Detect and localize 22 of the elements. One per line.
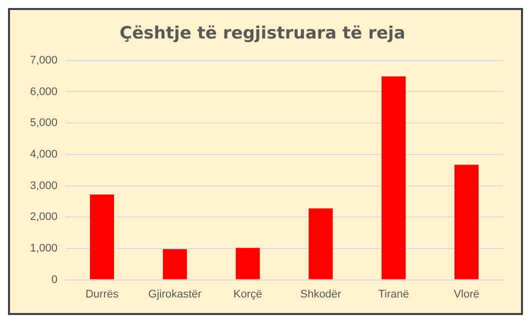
y-tick-label: 1,000 [30,242,58,254]
chart-frame: Çështje të regjistruara të reja Durrës Gjirokastër Korçë Shkodër Tiranë Vlorë 0 1,000 2,000 3,000 4,000 5,000 6,000 7,000 [8,8,523,315]
y-tick-label: 4,000 [30,148,58,160]
y-tick-label: 0 [51,274,58,286]
chart-title: Çështje të regjistruara të reja [120,24,406,44]
bar [454,164,479,280]
y-tick-label: 6,000 [30,86,58,98]
y-tick-label: 7,000 [30,54,58,66]
bar [308,208,333,280]
x-tick-label: Gjirokastër [148,288,202,300]
x-tick-label: Tiranë [378,288,410,300]
bar [90,194,114,280]
x-tick-label: Shkodër [300,288,342,300]
x-tick-label: Korçë [233,288,262,300]
x-tick-label: Durrës [85,288,119,300]
x-tick-label: Vlorë [454,288,480,300]
y-tick-label: 5,000 [30,117,58,130]
bar [382,76,406,280]
bar [236,248,260,280]
y-tick-label: 3,000 [30,180,58,192]
bar [162,249,187,280]
y-tick-label: 2,000 [30,211,58,224]
